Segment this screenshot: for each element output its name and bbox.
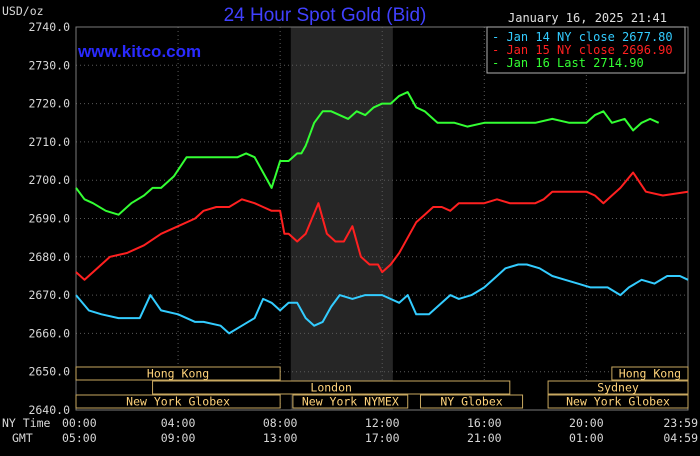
session-bar [292, 394, 409, 409]
session-bar [547, 380, 689, 395]
legend-entry-jan16: - Jan 16 Last 2714.90 [492, 56, 644, 70]
session-bar [419, 394, 524, 409]
chart-title: 24 Hour Spot Gold (Bid) [224, 5, 427, 26]
session-bar [611, 366, 689, 381]
x-tick-label-ny: 16:00 [467, 416, 502, 430]
x-tick-label-gmt: 21:00 [467, 431, 502, 445]
y-axis-unit-label: USD/oz [2, 4, 44, 18]
y-tick-label: 2740.0 [28, 20, 70, 34]
session-label: New York NYMEX [302, 395, 399, 409]
plot-frame [75, 26, 689, 411]
date-stamp: January 16, 2025 21:41 [508, 11, 667, 25]
x-tick-label-ny: 08:00 [263, 416, 298, 430]
x-tick-label-ny: 23:59 [663, 416, 698, 430]
series-jan14-line [75, 263, 689, 335]
session-label: NY Globex [440, 395, 502, 409]
y-tick-label: 2720.0 [28, 97, 70, 111]
x-tick-label-ny: 00:00 [62, 416, 97, 430]
legend-entry-jan15: - Jan 15 NY close 2696.90 [492, 43, 673, 57]
brand-watermark: www.kitco.com [77, 42, 201, 61]
ny-time-row-label: NY Time [2, 416, 51, 430]
x-tick-label-gmt: 01:00 [569, 431, 604, 445]
session-label: Hong Kong [619, 367, 681, 381]
session-bar [75, 394, 281, 409]
session-label: London [310, 381, 352, 395]
session-label: Sydney [597, 381, 639, 395]
session-bar [152, 380, 511, 395]
x-tick-label-ny: 12:00 [365, 416, 400, 430]
ny-session-shade [290, 27, 393, 410]
y-tick-label: 2640.0 [28, 403, 70, 417]
legend-box [486, 26, 686, 74]
x-tick-label-ny: 04:00 [161, 416, 196, 430]
series-jan16-line [75, 91, 660, 216]
y-tick-label: 2710.0 [28, 135, 70, 149]
session-label: Hong Kong [147, 367, 209, 381]
x-tick-label-gmt: 05:00 [62, 431, 97, 445]
y-tick-label: 2660.0 [28, 326, 70, 340]
y-tick-label: 2670.0 [28, 288, 70, 302]
y-tick-label: 2650.0 [28, 365, 70, 379]
session-label: New York Globex [566, 395, 670, 409]
x-tick-label-ny: 20:00 [569, 416, 604, 430]
y-tick-label: 2680.0 [28, 250, 70, 264]
y-tick-label: 2730.0 [28, 58, 70, 72]
legend: - Jan 14 NY close 2677.80 - Jan 15 NY cl… [486, 26, 686, 74]
y-tick-label: 2690.0 [28, 212, 70, 226]
session-bar [75, 366, 281, 381]
gmt-row-label: GMT [12, 431, 33, 445]
series-jan15-line [75, 171, 689, 281]
y-tick-label: 2700.0 [28, 173, 70, 187]
x-tick-label-gmt: 09:00 [161, 431, 196, 445]
session-bar [547, 394, 689, 409]
x-tick-label-gmt: 13:00 [263, 431, 298, 445]
x-tick-label-gmt: 04:59 [663, 431, 698, 445]
session-label: New York Globex [126, 395, 230, 409]
x-tick-label-gmt: 17:00 [365, 431, 400, 445]
legend-entry-jan14: - Jan 14 NY close 2677.80 [492, 30, 673, 44]
